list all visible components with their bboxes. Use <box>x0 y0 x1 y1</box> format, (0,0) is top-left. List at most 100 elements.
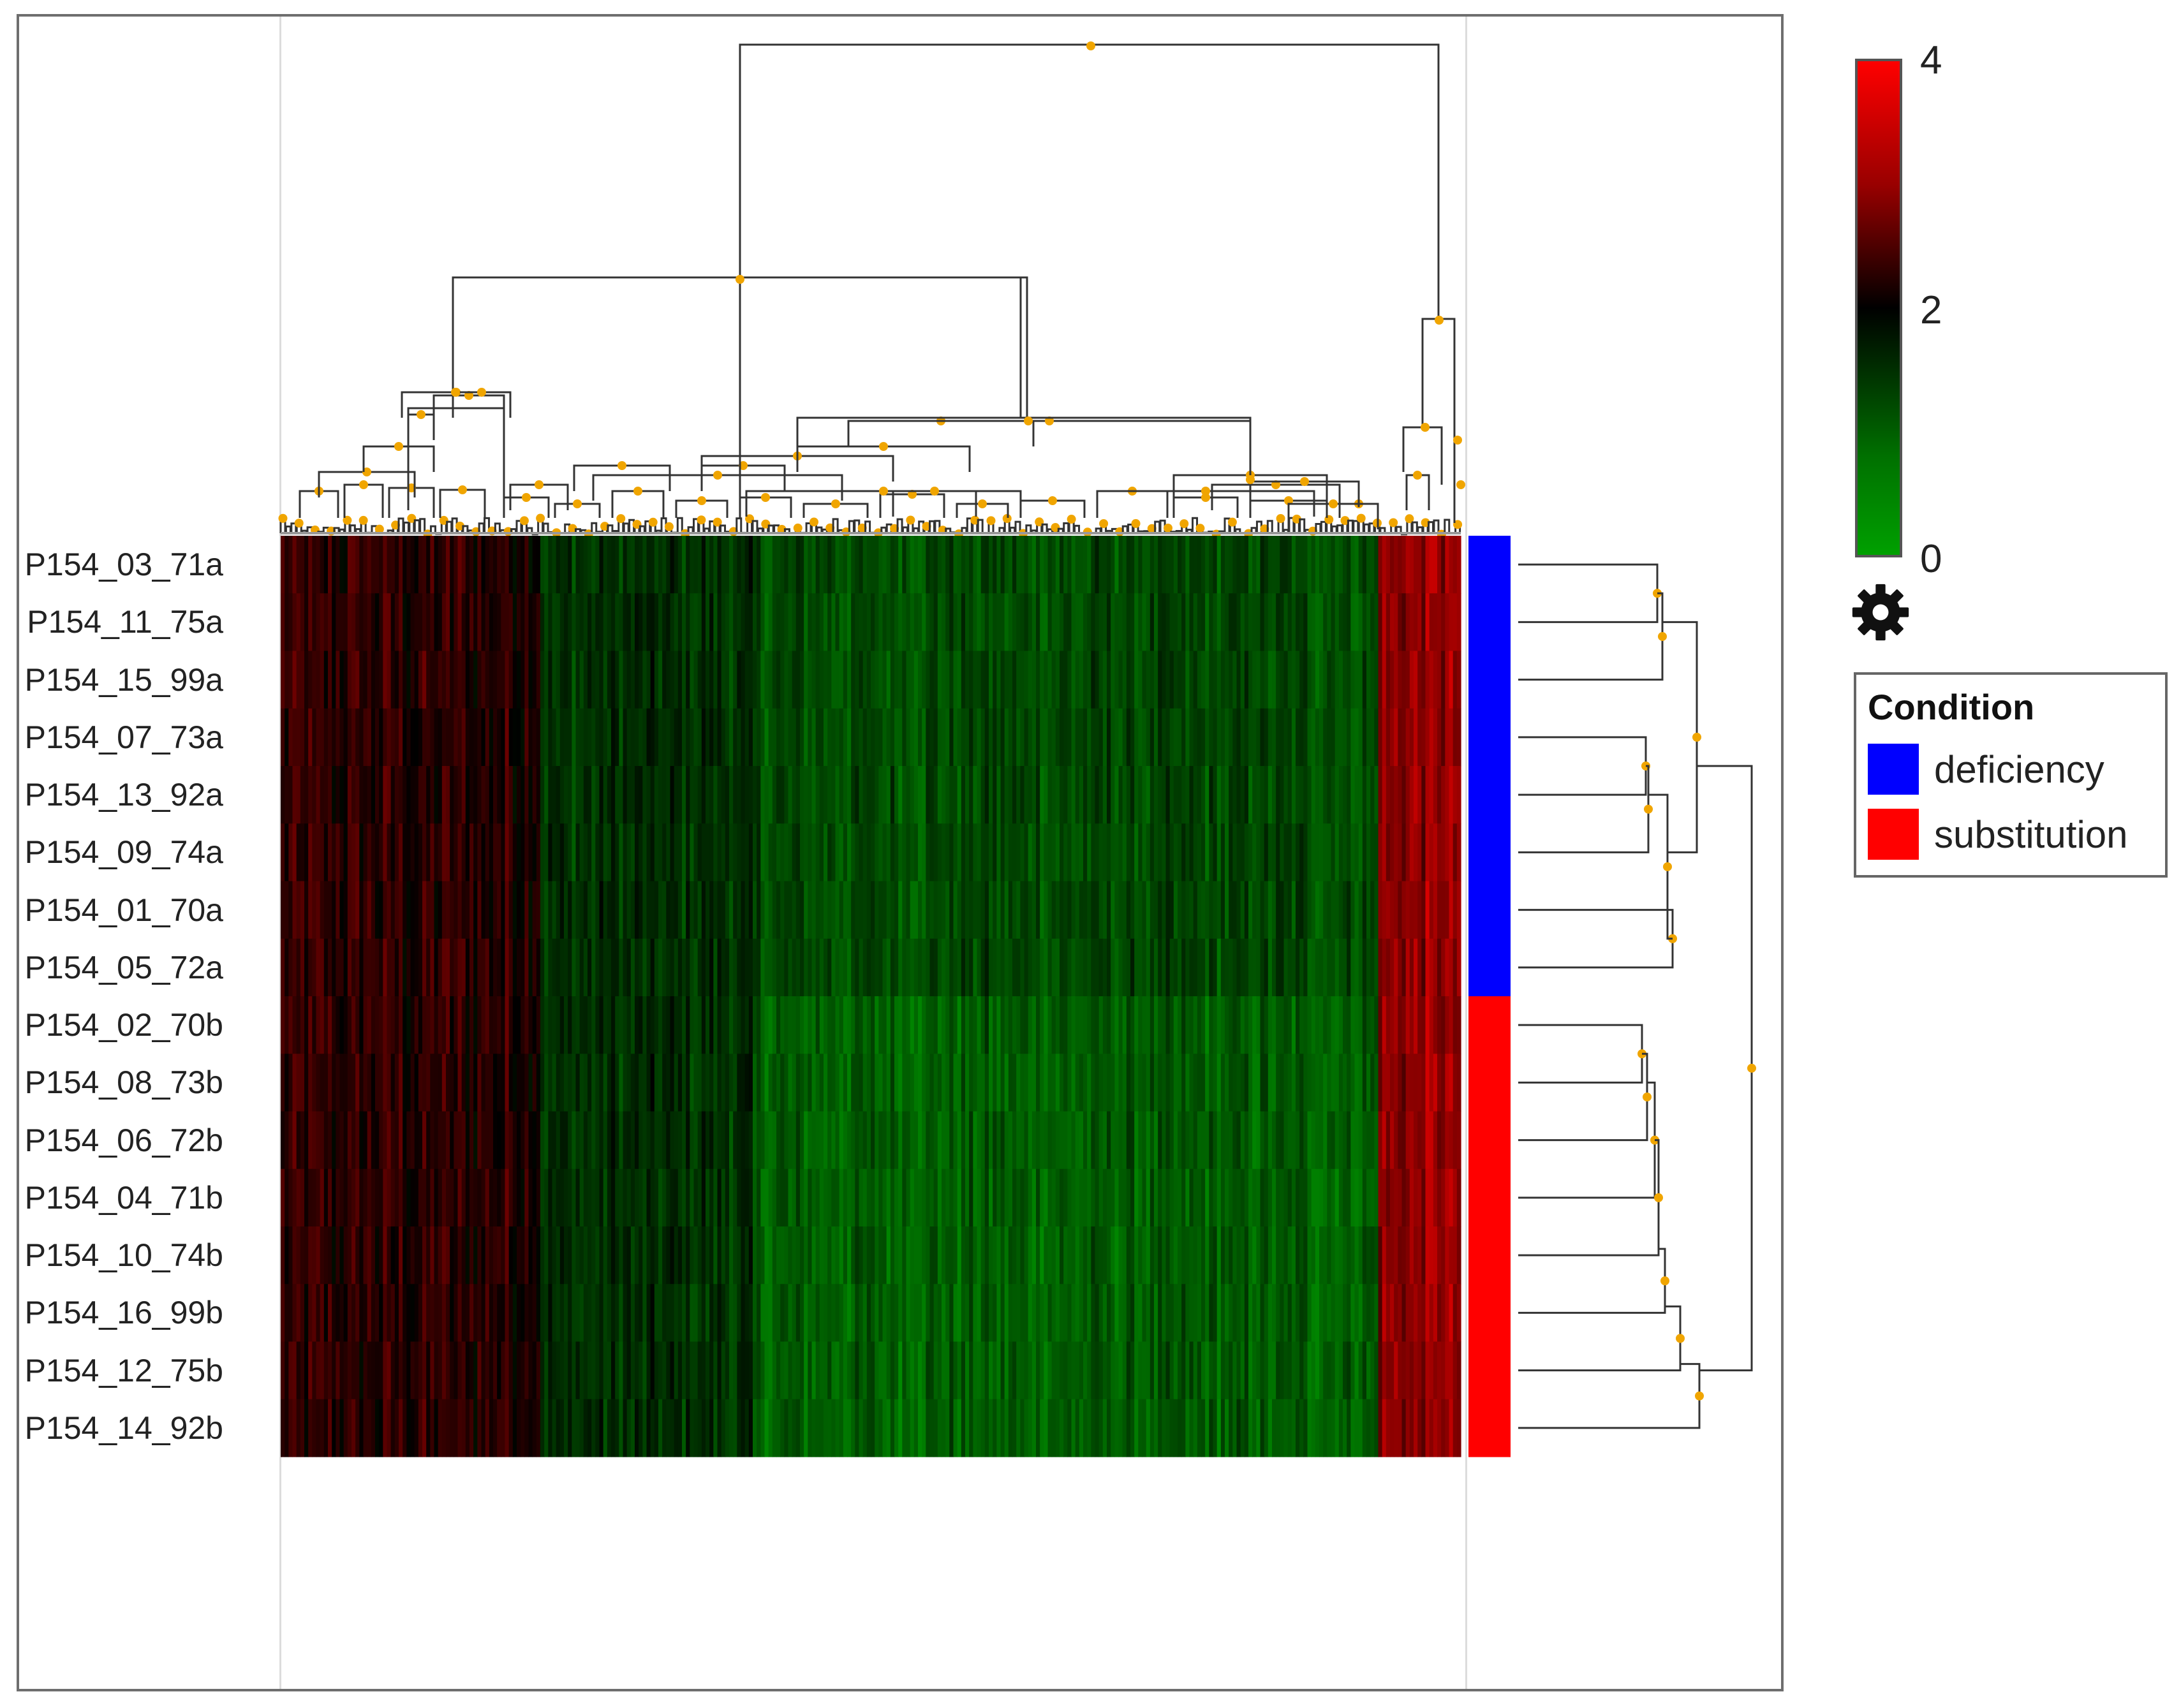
heatmap-cell <box>399 1054 403 1112</box>
heatmap-cell <box>1111 996 1115 1054</box>
heatmap-cell <box>1366 1111 1371 1170</box>
heatmap-cell <box>434 1168 439 1227</box>
heatmap-cell <box>1347 1168 1351 1227</box>
heatmap-cell <box>568 1341 572 1400</box>
heatmap-cell <box>343 1284 348 1343</box>
heatmap-cell <box>1130 1111 1135 1170</box>
heatmap-cell <box>1008 823 1013 882</box>
heatmap-cell <box>426 1054 431 1112</box>
heatmap-cell <box>760 1226 765 1285</box>
heatmap-cell <box>1405 536 1410 594</box>
heatmap-cell <box>855 1284 860 1343</box>
heatmap-cell <box>760 1341 765 1400</box>
heatmap-cell <box>658 1284 663 1343</box>
heatmap-cell <box>882 938 887 997</box>
heatmap-cell <box>1315 766 1320 824</box>
heatmap-cell <box>1020 823 1025 882</box>
heatmap-cell <box>336 938 341 997</box>
heatmap-cell <box>819 1226 824 1285</box>
heatmap-cell <box>1146 1341 1151 1400</box>
heatmap-cell <box>339 938 344 997</box>
heatmap-cell <box>926 938 931 997</box>
heatmap-cell <box>1370 708 1375 767</box>
heatmap-cell <box>827 1341 832 1400</box>
heatmap-cell <box>843 593 848 652</box>
heatmap-cell <box>320 1284 325 1343</box>
heatmap-cell <box>969 1111 973 1170</box>
heatmap-cell <box>528 996 533 1054</box>
heatmap-cell <box>1401 1168 1407 1227</box>
heatmap-cell <box>603 1226 608 1285</box>
heatmap-cell <box>611 766 616 824</box>
heatmap-cell <box>1193 1111 1198 1170</box>
heatmap-cell <box>741 766 746 824</box>
heatmap-cell <box>536 1226 541 1285</box>
heatmap-cell <box>890 593 895 652</box>
heatmap-cell <box>1185 1284 1190 1343</box>
heatmap-cell <box>1236 881 1241 939</box>
heatmap-cell <box>481 708 486 767</box>
heatmap-cell <box>957 1341 962 1400</box>
heatmap-cell <box>579 938 584 997</box>
heatmap-cell <box>996 881 1002 939</box>
heatmap-cell <box>1060 708 1064 767</box>
heatmap-cell <box>725 593 730 652</box>
heatmap-cell <box>871 996 875 1054</box>
heatmap-cell <box>1417 823 1422 882</box>
heatmap-cell <box>1449 1226 1454 1285</box>
column-leaf-link <box>413 519 420 533</box>
heatmap-cell <box>548 593 553 652</box>
heatmap-cell <box>281 996 285 1054</box>
heatmap-cell <box>639 593 643 652</box>
heatmap-cell <box>690 938 695 997</box>
dendrogram-node <box>294 519 304 528</box>
heatmap-cell <box>493 938 498 997</box>
heatmap-cell <box>819 1341 824 1400</box>
heatmap-cell <box>548 651 553 709</box>
heatmap-cell <box>815 1284 820 1343</box>
heatmap-cell <box>493 593 498 652</box>
heatmap-cell <box>693 1341 699 1400</box>
heatmap-cell <box>969 1341 973 1400</box>
heatmap-cell <box>1433 1226 1438 1285</box>
heatmap-cell <box>1063 1284 1068 1343</box>
heatmap-cell <box>890 708 895 767</box>
heatmap-cell <box>1386 593 1391 652</box>
heatmap-cell <box>772 881 777 939</box>
heatmap-cell <box>1055 1284 1060 1343</box>
heatmap-cell <box>662 536 667 594</box>
heatmap-cell <box>422 1341 427 1400</box>
heatmap-cell <box>588 536 592 594</box>
heatmap-cell <box>285 593 289 652</box>
heatmap-cell <box>512 1226 517 1285</box>
heatmap-cell <box>780 1226 785 1285</box>
heatmap-cell <box>1382 1111 1387 1170</box>
heatmap-cell <box>1067 766 1072 824</box>
heatmap-cell <box>1102 1284 1107 1343</box>
heatmap-cell <box>1008 1284 1013 1343</box>
heatmap-cell <box>926 1284 931 1343</box>
heatmap-cell <box>339 1168 344 1227</box>
heatmap-cell <box>1240 536 1245 594</box>
heatmap-cell <box>1024 593 1029 652</box>
heatmap-cell <box>741 1054 746 1112</box>
heatmap-cell <box>465 1399 470 1457</box>
heatmap-cell <box>784 938 789 997</box>
heatmap-cell <box>619 996 624 1054</box>
heatmap-cell <box>827 1111 832 1170</box>
heatmap-cell <box>646 1054 651 1112</box>
heatmap-cell <box>1334 593 1340 652</box>
heatmap-cell <box>642 708 647 767</box>
heatmap-cell <box>815 996 820 1054</box>
heatmap-cell <box>1087 1054 1091 1112</box>
heatmap-cell <box>996 1341 1002 1400</box>
heatmap-cell <box>465 938 470 997</box>
heatmap-cell <box>859 1284 864 1343</box>
heatmap-cell <box>1378 1284 1383 1343</box>
heatmap-cell <box>339 536 344 594</box>
heatmap-cell <box>1453 766 1458 824</box>
heatmap-cell <box>1024 1054 1029 1112</box>
heatmap-cell <box>776 1111 781 1170</box>
heatmap-cell <box>894 593 899 652</box>
heatmap-cell <box>866 996 871 1054</box>
